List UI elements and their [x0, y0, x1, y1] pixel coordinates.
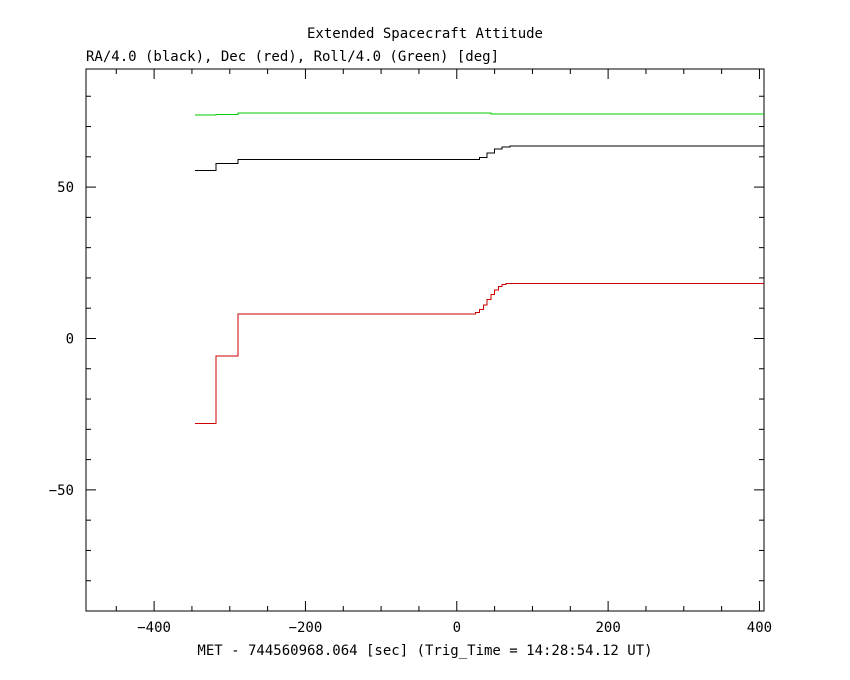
x-axis-ticks: −400 −200 0 200 400 [115, 69, 772, 636]
x-tick-label: −200 [289, 620, 323, 636]
x-tick-label: −400 [137, 620, 171, 636]
series-line-0 [194, 112, 764, 116]
y-tick-label: 0 [66, 331, 74, 347]
x-tick-label: 200 [595, 620, 620, 636]
chart-subtitle: RA/4.0 (black), Dec (red), Roll/4.0 (Gre… [86, 49, 499, 65]
plot-frame [85, 68, 765, 612]
x-tick-label: 0 [453, 620, 461, 636]
y-axis-ticks: −50 0 50 [49, 95, 764, 612]
x-axis-label: MET - 744560968.064 [sec] (Trig_Time = 1… [197, 643, 652, 659]
series-layer [194, 112, 764, 425]
y-tick-label: −50 [49, 483, 74, 499]
series-line-2 [194, 282, 764, 425]
chart-title: Extended Spacecraft Attitude [307, 26, 543, 42]
x-tick-label: 400 [747, 620, 772, 636]
y-tick-label: 50 [57, 180, 74, 196]
series-line-1 [194, 145, 764, 171]
